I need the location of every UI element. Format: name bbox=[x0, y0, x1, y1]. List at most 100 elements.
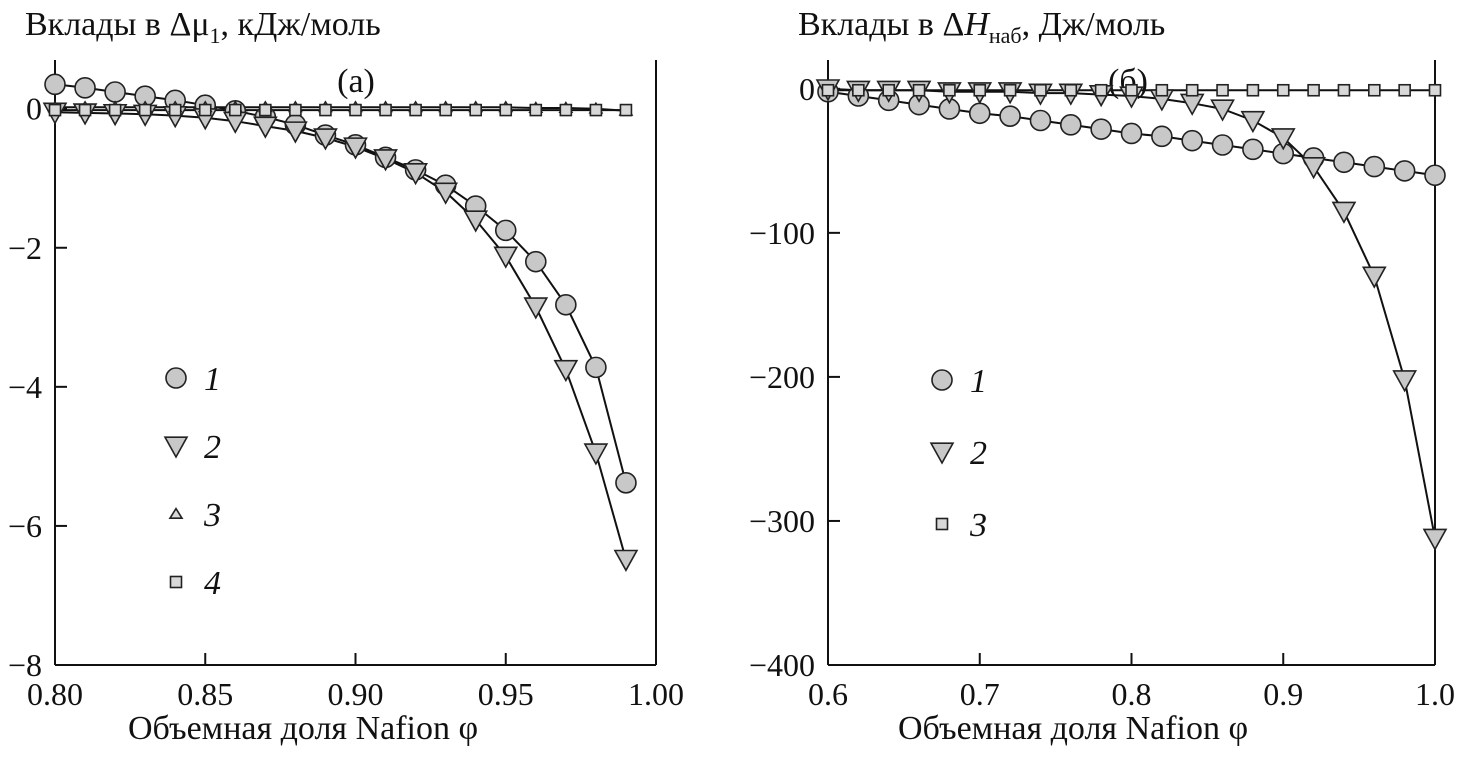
panel-a-title-units: , кДж/моль bbox=[220, 6, 381, 43]
panel-b-series-3-point bbox=[1155, 83, 1169, 97]
panel-b-series-1-point bbox=[1181, 129, 1203, 152]
panel-a-series-4-point bbox=[589, 103, 603, 117]
panel-a-series-1-point bbox=[524, 250, 547, 273]
panel-a-series-2-point bbox=[343, 137, 368, 160]
panel-b-series-2-point bbox=[1422, 528, 1448, 551]
panel-b-legend-marker-2 bbox=[929, 442, 955, 465]
panel-a-series-4-point bbox=[379, 103, 392, 117]
panel-b-series-1-point bbox=[968, 102, 991, 125]
panel-b-xtick-label: 1.0 bbox=[1415, 676, 1455, 712]
panel-b-series-2-point bbox=[1270, 128, 1296, 151]
panel-b-series-3-point bbox=[1185, 83, 1199, 97]
panel-b-series-3-point bbox=[1337, 83, 1351, 97]
panel-a-ytick-label: −4 bbox=[8, 369, 42, 405]
panel-a-series-4-point bbox=[108, 103, 122, 117]
panel-b-legend-marker-1 bbox=[931, 369, 953, 391]
panel-a-series-4-point bbox=[289, 103, 302, 117]
panel-b-series-1-point bbox=[1090, 118, 1112, 140]
panel-b-series-1-point bbox=[1060, 114, 1082, 136]
panel-a-xtick-label: 0.90 bbox=[328, 676, 384, 712]
panel-a-series-1-point bbox=[44, 73, 66, 96]
panel-b-ytick-label: −400 bbox=[749, 647, 815, 683]
panel-a-series-2-line bbox=[54, 111, 627, 560]
panel-a-ytick-label: 0 bbox=[26, 91, 42, 127]
panel-b-series-1-point bbox=[1363, 155, 1386, 178]
panel-b-series-3-point bbox=[912, 83, 926, 97]
panel-a-panel-label: (а) bbox=[337, 63, 375, 100]
panel-b-series-1-point bbox=[1211, 134, 1234, 156]
panel-a-series-4-markers bbox=[48, 103, 633, 117]
panel-b-series-3-point bbox=[821, 83, 835, 97]
panel-a-series-1-line bbox=[54, 83, 627, 484]
panel-a-series-1-markers bbox=[44, 73, 637, 494]
panel-b-legend-label-3: 3 bbox=[969, 507, 987, 544]
panel-a-xlabel: Объемная доля Nafion φ bbox=[128, 710, 479, 747]
panel-a-series-4-point bbox=[559, 103, 573, 117]
panel-b-series-2-point bbox=[1301, 156, 1326, 180]
panel-a-legend-label-3: 3 bbox=[203, 497, 221, 534]
panel-a-series-4-point bbox=[409, 103, 422, 117]
panel-b-legend-marker-3 bbox=[935, 517, 949, 531]
panel-b-series-2-point bbox=[1361, 266, 1387, 289]
panel-a-series-4-point bbox=[319, 103, 332, 117]
panel-a-series-1-point bbox=[494, 219, 517, 242]
panel-a-series-1-point bbox=[104, 81, 126, 103]
panel-b-title: Вклады в ΔHнаб, Дж/моль bbox=[798, 6, 1165, 49]
panel-b-title-units: , Дж/моль bbox=[1021, 6, 1166, 43]
panel-a-xtick-label: 0.95 bbox=[478, 676, 534, 712]
panel-b-ytick-label: −100 bbox=[749, 215, 815, 251]
panel-a-plot: 0 −2 −4 −6 −80.80 0.85 0.90 0.95 1.00 (а) 1 2 3 4 bbox=[8, 60, 684, 712]
panel-a-series-2-point bbox=[553, 359, 579, 383]
panel-b-title-italic: H bbox=[964, 6, 989, 43]
panel-b-xtick-label: 0.9 bbox=[1263, 676, 1303, 712]
panel-b-series-3-point bbox=[1307, 83, 1320, 97]
panel-a-series-4-point bbox=[469, 103, 483, 117]
panel-b-xtick-label: 0.8 bbox=[1112, 676, 1152, 712]
panel-b-series-1-markers bbox=[817, 80, 1446, 187]
panel-a-series-4-point bbox=[168, 103, 182, 117]
panel-b-series-3-point bbox=[1094, 83, 1108, 97]
panel-a-series-1-point bbox=[555, 293, 577, 316]
panel-a-series-2-point bbox=[403, 163, 428, 186]
panel-b-series-1-point bbox=[999, 105, 1021, 127]
panel-a-series-2-point bbox=[252, 116, 278, 139]
panel-a-legend-marker-2 bbox=[163, 436, 189, 459]
panel-a-series-4-point bbox=[229, 103, 242, 117]
panel-b-xtick-label: 0.6 bbox=[808, 676, 848, 712]
panel-a-xtick-label: 1.00 bbox=[628, 676, 684, 712]
panel-b-series-3-point bbox=[973, 83, 987, 97]
panel-a-ytick-label: −6 bbox=[8, 508, 42, 544]
panel-b-series-2-markers bbox=[815, 79, 1448, 551]
panel-a-title: Вклады в Δμ1, кДж/моль bbox=[25, 6, 381, 49]
panel-b-series-1-point bbox=[1029, 109, 1052, 132]
panel-b-ytick-label: −200 bbox=[749, 359, 815, 395]
panel-a-series-2-point bbox=[433, 182, 459, 205]
panel-a-ytick-label: −8 bbox=[8, 647, 42, 683]
panel-b-series-3-markers bbox=[821, 83, 1442, 97]
panel-a-series-2-point bbox=[373, 149, 398, 172]
panel-b-xlabel: Объемная доля Nafion φ bbox=[898, 710, 1249, 747]
panel-b-series-3-point bbox=[1125, 83, 1138, 97]
panel-b-series-3-point bbox=[852, 83, 865, 97]
panel-b-series-3-point bbox=[1276, 83, 1290, 97]
panel-b-series-3-point bbox=[1368, 83, 1381, 97]
panel-b-xtick-label: 0.7 bbox=[960, 676, 1000, 712]
panel-b-ytick-label: −300 bbox=[749, 503, 815, 539]
panel-a-series-2-point bbox=[583, 443, 609, 466]
panel-b-series-3-point bbox=[1428, 83, 1442, 97]
panel-a-series-4-point bbox=[349, 103, 362, 117]
panel-a-legend-label-2: 2 bbox=[204, 429, 221, 466]
panel-b-series-2-point bbox=[1331, 201, 1357, 224]
panel-a-series-2-point bbox=[493, 246, 519, 269]
panel-a-legend-marker-3 bbox=[168, 507, 184, 520]
panel-b-series-1-point bbox=[1333, 151, 1355, 174]
panel-a-series-4-point bbox=[529, 103, 543, 117]
panel-a-series-2-point bbox=[283, 121, 308, 144]
panel-b-series-3-point bbox=[1034, 83, 1047, 97]
panel-b-series-3-point bbox=[1064, 83, 1078, 97]
panel-a-title-subscript: 1 bbox=[209, 22, 221, 48]
panel-a-series-4-point bbox=[259, 103, 272, 117]
panel-b-series-3-point bbox=[1216, 83, 1229, 97]
panel-b-series-3-point bbox=[1398, 83, 1411, 97]
